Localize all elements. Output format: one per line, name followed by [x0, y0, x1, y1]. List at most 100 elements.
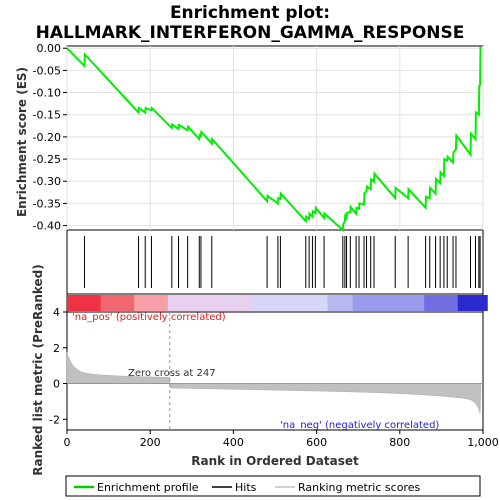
heatmap-cell	[167, 295, 173, 311]
heatmap-cell	[235, 295, 240, 311]
heatmap-cell	[113, 295, 118, 311]
heatmap-cell	[67, 295, 72, 311]
es-ylabel: Enrichment score (ES)	[15, 67, 29, 217]
metric-tick-label: -2	[49, 413, 60, 426]
es-profile-line	[66, 46, 482, 233]
heatmap-cell	[361, 295, 366, 311]
heatmap-cell	[193, 295, 198, 311]
heatmap-cell	[386, 295, 392, 311]
heatmap-cell	[394, 295, 400, 311]
heatmap-cell	[314, 295, 320, 311]
es-tick-label: -0.35	[33, 197, 61, 210]
heatmap-cell	[79, 295, 85, 311]
heatmap-cell	[163, 295, 169, 311]
heatmap-cell	[440, 295, 446, 311]
heatmap-cell	[138, 295, 144, 311]
metric-tick-label: 2	[53, 342, 60, 355]
heatmap-cell	[155, 295, 161, 311]
heatmap-cell	[226, 295, 232, 311]
heatmap-cell	[470, 295, 476, 311]
heatmap-cell	[348, 295, 354, 311]
heatmap-cell	[424, 295, 429, 311]
x-tick-label: 200	[140, 436, 161, 449]
rank-color-bar	[67, 295, 488, 311]
legend-box	[65, 475, 481, 497]
metric-area-fill	[66, 352, 482, 414]
heatmap-cell	[466, 295, 471, 311]
es-tick-label: -0.40	[33, 220, 61, 233]
es-tick-label: -0.10	[33, 87, 61, 100]
heatmap-cell	[483, 295, 488, 311]
heatmap-cell	[411, 295, 417, 311]
heatmap-cell	[146, 295, 152, 311]
heatmap-cell	[75, 295, 81, 311]
heatmap-cell	[272, 295, 278, 311]
es-gridlines	[66, 46, 484, 230]
xlabel: Rank in Ordered Dataset	[191, 454, 359, 468]
axes: 0.00 -0.05 -0.10 -0.15 -0.20 -0.25 -0.30 -0.35 -…	[33, 42, 499, 449]
heatmap-cell	[432, 295, 438, 311]
heatmap-cell	[445, 295, 450, 311]
x-tick-label: 600	[306, 436, 327, 449]
heatmap-cell	[172, 295, 177, 311]
heatmap-cell	[298, 295, 303, 311]
heatmap-cell	[377, 295, 383, 311]
heatmap-cell	[310, 295, 316, 311]
es-tick-label: 0.00	[37, 42, 62, 55]
es-tick-label: -0.30	[33, 175, 61, 188]
heatmap-cell	[340, 295, 345, 311]
heatmap-cell	[96, 295, 102, 311]
heatmap-cell	[218, 295, 224, 311]
heatmap-cell	[281, 295, 287, 311]
heatmap-cell	[239, 295, 245, 311]
heatmap-cell	[180, 295, 186, 311]
heatmap-cell	[243, 295, 249, 311]
heatmap-cell	[121, 295, 127, 311]
x-tick-label: 0	[64, 436, 71, 449]
heatmap-cell	[159, 295, 165, 311]
chart-title-line2: HALLMARK_INTERFERON_GAMMA_RESPONSE	[36, 23, 465, 43]
heatmap-cell	[117, 295, 123, 311]
heatmap-cell	[83, 295, 89, 311]
heatmap-cell	[382, 295, 387, 311]
x-tick-label: 800	[389, 436, 410, 449]
heatmap-cell	[302, 295, 308, 311]
x-tick-label: 1,000	[467, 436, 499, 449]
legend-es-label: Enrichment profile	[97, 481, 199, 494]
heatmap-cell	[306, 295, 312, 311]
heatmap-cell	[323, 295, 329, 311]
heatmap-cell	[205, 295, 211, 311]
heatmap-cell	[260, 295, 266, 311]
heatmap-cell	[176, 295, 182, 311]
heatmap-cell	[230, 295, 236, 311]
heatmap-cell	[109, 295, 114, 311]
heatmap-cell	[184, 295, 190, 311]
heatmap-cell	[251, 295, 257, 311]
legend: Enrichment profile Hits Ranking metric s…	[65, 475, 481, 497]
heatmap-cell	[474, 295, 480, 311]
heatmap-cell	[100, 295, 106, 311]
heatmap-cell	[293, 295, 299, 311]
heatmap-cell	[369, 295, 375, 311]
heatmap-cell	[264, 295, 270, 311]
heatmap-cell	[398, 295, 404, 311]
heatmap-cell	[134, 295, 139, 311]
heatmap-cell	[209, 295, 215, 311]
heatmap-cell	[247, 295, 253, 311]
heatmap-cell	[92, 295, 97, 311]
heatmap-cell	[289, 295, 295, 311]
heatmap-cell	[478, 295, 484, 311]
heatmap-cell	[188, 295, 194, 311]
heatmap-cell	[88, 295, 93, 311]
heatmap-cell	[453, 295, 459, 311]
es-tick-label: -0.15	[33, 109, 61, 122]
es-panel	[66, 45, 484, 231]
hits-panel	[66, 229, 484, 295]
heatmap-cell	[256, 295, 261, 311]
heatmap-cell	[365, 295, 371, 311]
heatmap-cell	[319, 295, 324, 311]
metric-tick-label: 0	[53, 378, 60, 391]
heatmap-cell	[277, 295, 282, 311]
metric-tick-label: 4	[53, 306, 60, 319]
heatmap-cell	[428, 295, 434, 311]
